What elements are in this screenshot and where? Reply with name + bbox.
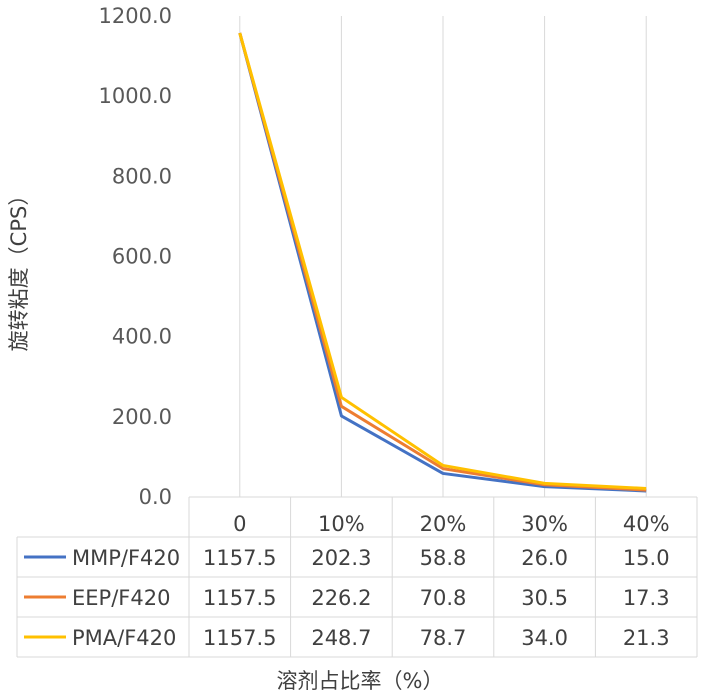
y-tick-label: 0.0 [139,485,172,509]
y-tick-labels: 0.0 200.0 400.0 600.0 800.0 1000.0 1200.0 [99,4,172,509]
data-label: 1157.5 [203,586,276,610]
data-label: 226.2 [311,586,371,610]
data-label: 78.7 [420,626,467,650]
x-tick-label: 20% [420,512,467,536]
y-tick-label: 200.0 [112,405,172,429]
data-label: 34.0 [521,626,568,650]
data-label: 58.8 [420,546,467,570]
data-label: 248.7 [311,626,371,650]
data-table: 0 10% 20% 30% 40% MMP/F420 1157.5 202.3 58.8 26.0… [16,496,698,658]
legend-entry: PMA/F420 [72,626,176,650]
legend-entry: EEP/F420 [72,586,170,610]
data-label: 17.3 [623,586,670,610]
x-tick-label: 10% [318,512,365,536]
data-label: 202.3 [311,546,371,570]
data-label: 26.0 [521,546,568,570]
series-line [238,32,647,490]
x-tick-label: 30% [521,512,568,536]
y-axis-title: 旋转粘度（CPS） [7,185,31,352]
x-axis-title: 溶剂占比率（%） [277,669,444,693]
data-label: 30.5 [521,586,568,610]
data-label: 70.8 [420,586,467,610]
series-line [238,32,647,493]
y-tick-label: 800.0 [112,164,172,188]
y-tick-label: 400.0 [112,325,172,349]
y-tick-label: 1000.0 [99,84,172,108]
series-lines [238,32,647,493]
data-label: 1157.5 [203,546,276,570]
legend-entry: MMP/F420 [72,546,180,570]
y-tick-label: 600.0 [112,245,172,269]
x-tick-label: 40% [623,512,670,536]
x-tick-label: 0 [233,512,246,536]
data-label: 21.3 [623,626,670,650]
data-label: 15.0 [623,546,670,570]
y-tick-label: 1200.0 [99,4,172,28]
data-label: 1157.5 [203,626,276,650]
